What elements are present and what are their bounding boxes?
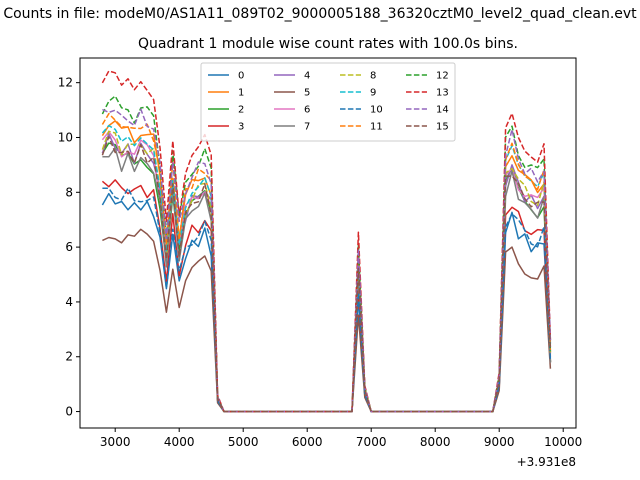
plot-frame <box>79 57 577 429</box>
y-tick-label: 8 <box>65 185 73 199</box>
legend-entry-11: 11 <box>340 122 383 133</box>
y-tick-label: 2 <box>65 350 73 364</box>
series-line-10 <box>102 187 552 413</box>
legend-entry-3: 3 <box>208 122 244 133</box>
series-line-5 <box>102 228 552 413</box>
legend-entry-15: 15 <box>406 122 449 133</box>
legend-entry-1: 1 <box>208 88 244 99</box>
y-tick: 2 <box>65 350 80 364</box>
x-tick: 4000 <box>164 428 195 449</box>
legend-entry-4: 4 <box>274 71 310 82</box>
legend-entry-10: 10 <box>340 105 383 116</box>
legend-label: 3 <box>238 122 244 133</box>
legend-entry-14: 14 <box>406 105 449 116</box>
y-tick-label: 10 <box>58 130 73 144</box>
legend-label: 8 <box>370 71 376 82</box>
legend-label: 2 <box>238 105 244 116</box>
y-tick-label: 0 <box>65 405 73 419</box>
x-tick: 10000 <box>544 428 582 449</box>
x-tick-label: 8000 <box>420 435 451 449</box>
legend-label: 11 <box>370 122 383 133</box>
legend-label: 6 <box>304 105 310 116</box>
y-tick: 10 <box>58 130 80 144</box>
legend-label: 14 <box>436 105 449 116</box>
x-tick: 3000 <box>100 428 131 449</box>
y-tick: 6 <box>65 240 80 254</box>
x-tick-label: 5000 <box>228 435 259 449</box>
legend-label: 5 <box>304 88 310 99</box>
legend-entry-8: 8 <box>340 71 376 82</box>
x-tick: 8000 <box>420 428 451 449</box>
y-tick: 4 <box>65 295 80 309</box>
series-line-3 <box>101 179 552 413</box>
x-tick-label: 10000 <box>544 435 582 449</box>
legend-entry-12: 12 <box>406 71 449 82</box>
y-tick: 0 <box>65 405 80 419</box>
legend-entry-9: 9 <box>340 88 376 99</box>
x-tick-label: 6000 <box>292 435 323 449</box>
legend-entry-5: 5 <box>274 88 310 99</box>
x-tick-label: 4000 <box>164 435 195 449</box>
chart-title: Quadrant 1 module wise count rates with … <box>138 36 518 52</box>
legend-label: 0 <box>238 71 244 82</box>
legend-label: 7 <box>304 122 310 133</box>
x-tick: 6000 <box>292 428 323 449</box>
y-tick-label: 4 <box>65 295 73 309</box>
legend-entry-2: 2 <box>208 105 244 116</box>
legend-entry-13: 13 <box>406 88 449 99</box>
series-line-13 <box>101 70 552 413</box>
x-tick: 7000 <box>356 428 387 449</box>
legend-label: 9 <box>370 88 376 99</box>
x-offset-label: +3.931e8 <box>517 455 576 469</box>
x-tick-label: 7000 <box>356 435 387 449</box>
legend-label: 4 <box>304 71 310 82</box>
series-line-11 <box>101 112 552 413</box>
y-tick-label: 12 <box>58 76 73 90</box>
legend-label: 15 <box>436 122 449 133</box>
chart-suptitle: Counts in file: modeM0/AS1A11_089T02_900… <box>3 6 637 22</box>
legend-label: 13 <box>436 88 449 99</box>
legend-entry-0: 0 <box>208 71 244 82</box>
y-tick: 8 <box>65 185 80 199</box>
series-line-9 <box>101 124 552 413</box>
y-tick: 12 <box>58 76 80 90</box>
x-tick: 9000 <box>484 428 515 449</box>
x-tick-label: 3000 <box>100 435 131 449</box>
y-tick-label: 6 <box>65 240 73 254</box>
series-line-0 <box>101 192 552 413</box>
legend-entry-7: 7 <box>274 122 310 133</box>
legend-label: 1 <box>238 88 244 99</box>
legend-label: 12 <box>436 71 449 82</box>
series-line-15 <box>101 136 552 413</box>
x-tick: 5000 <box>228 428 259 449</box>
series-layer <box>101 70 552 413</box>
series-line-14 <box>102 108 552 413</box>
legend-label: 10 <box>370 105 383 116</box>
y-axis: 0 2 4 6 8 10 12 <box>58 76 80 419</box>
legend-box <box>200 62 456 142</box>
x-axis: 3000 4000 5000 6000 7000 8000 9000 10000 <box>100 428 582 449</box>
legend-entry-6: 6 <box>274 105 310 116</box>
series-line-7 <box>102 147 552 413</box>
x-tick-label: 9000 <box>484 435 515 449</box>
